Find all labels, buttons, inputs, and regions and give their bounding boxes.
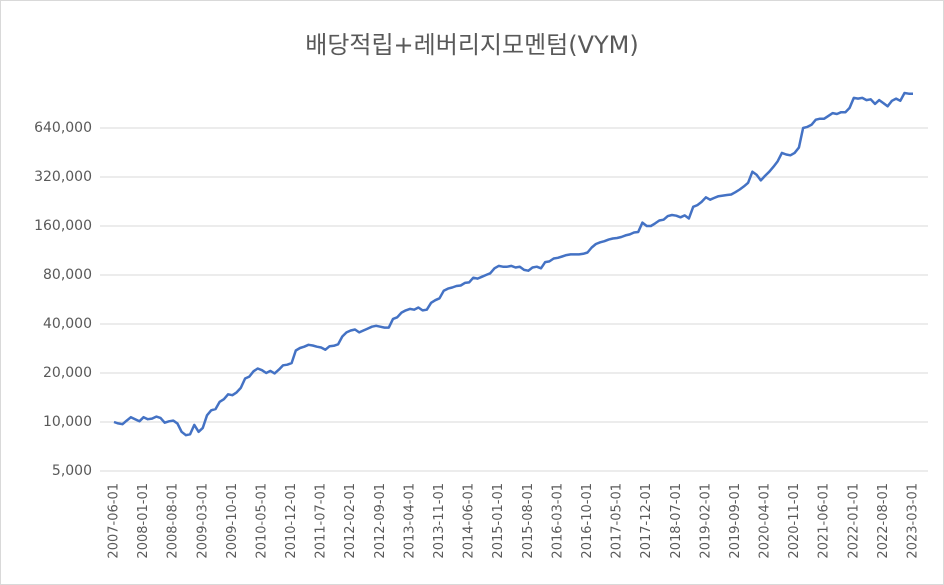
y-tick-label: 160,000 <box>34 218 92 234</box>
y-tick-label: 20,000 <box>43 365 92 381</box>
x-tick-label: 2010-05-01 <box>254 483 269 559</box>
x-tick-label: 2008-08-01 <box>166 483 181 559</box>
x-tick-label: 2016-03-01 <box>550 483 565 559</box>
x-tick-label: 2012-02-01 <box>343 483 358 559</box>
x-tick-label: 2013-11-01 <box>432 483 447 559</box>
x-tick-label: 2015-08-01 <box>521 483 536 559</box>
y-tick-label: 320,000 <box>34 169 92 185</box>
x-tick-label: 2011-07-01 <box>314 483 329 559</box>
x-tick-label: 2015-01-01 <box>491 483 506 559</box>
y-tick-label: 80,000 <box>43 267 92 283</box>
x-tick-label: 2013-04-01 <box>402 483 417 559</box>
x-tick-label: 2012-09-01 <box>373 483 388 559</box>
x-tick-label: 2016-10-01 <box>580 483 595 559</box>
line-series <box>113 91 913 437</box>
x-tick-label: 2009-03-01 <box>195 483 210 559</box>
x-tick-label: 2017-12-01 <box>639 483 654 559</box>
x-tick-label: 2018-07-01 <box>669 483 684 559</box>
x-tick-label: 2020-11-01 <box>787 483 802 559</box>
x-tick-label: 2019-09-01 <box>728 483 743 559</box>
y-tick-label: 40,000 <box>43 316 92 332</box>
x-tick-label: 2007-06-01 <box>107 483 122 559</box>
x-tick-label: 2020-04-01 <box>758 483 773 559</box>
x-tick-label: 2008-01-01 <box>136 483 151 559</box>
x-tick-label: 2014-06-01 <box>462 483 477 559</box>
x-tick-label: 2021-06-01 <box>817 483 832 559</box>
x-tick-label: 2017-05-01 <box>610 483 625 559</box>
chart-title: 배당적립+레버리지모멘텀(VYM) <box>305 31 639 59</box>
x-tick-label: 2022-01-01 <box>846 483 861 559</box>
x-tick-label: 2019-02-01 <box>698 483 713 559</box>
y-tick-label: 10,000 <box>43 414 92 430</box>
y-tick-label: 5,000 <box>52 463 92 479</box>
x-tick-label: 2009-10-01 <box>225 483 240 559</box>
y-tick-label: 640,000 <box>34 120 92 136</box>
x-tick-label: 2022-08-01 <box>876 483 891 559</box>
x-tick-label: 2023-03-01 <box>906 483 921 559</box>
x-tick-label: 2010-12-01 <box>284 483 299 559</box>
